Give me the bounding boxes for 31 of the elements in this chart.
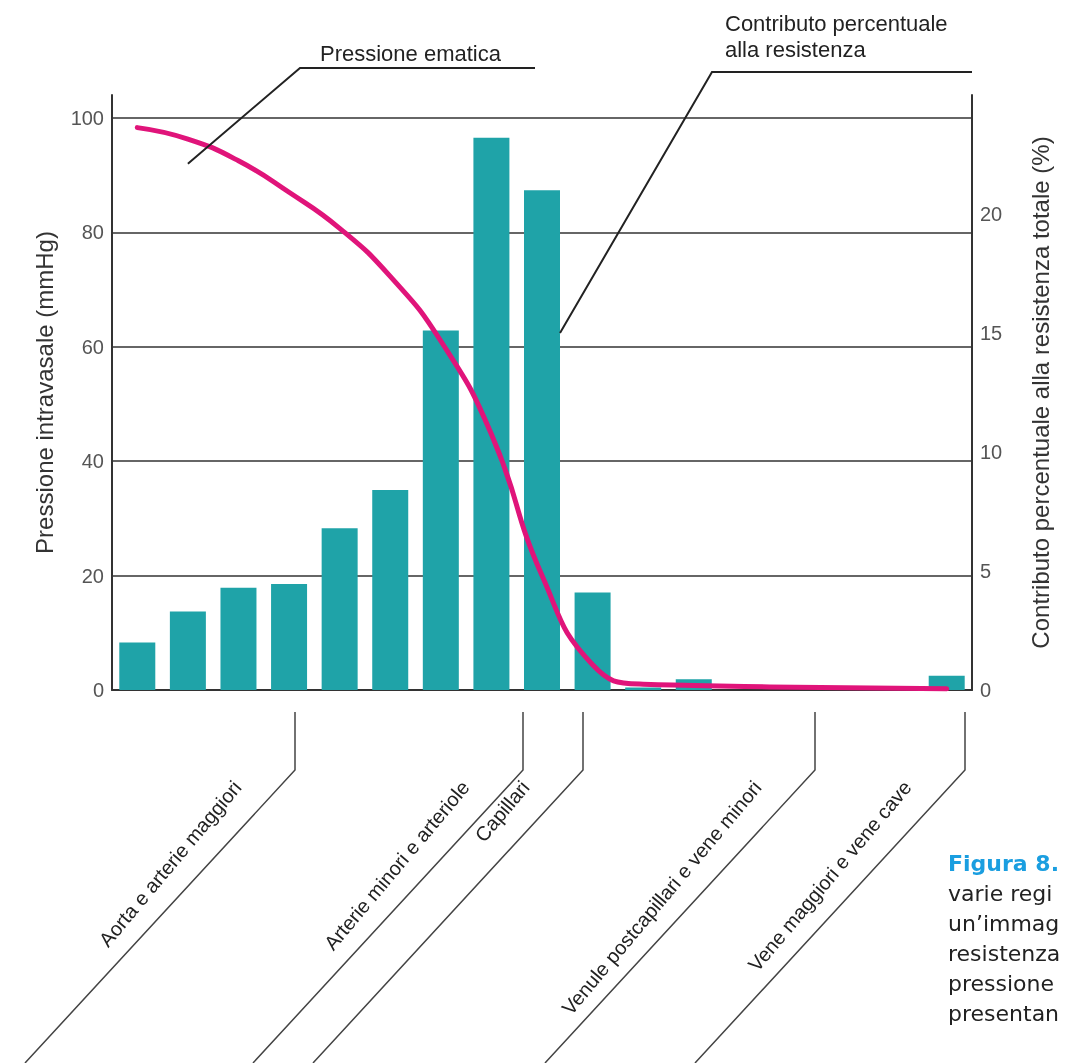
text: presentan — [948, 1000, 1060, 1026]
y2-tick-label: 5 — [980, 560, 992, 582]
bar — [271, 584, 308, 690]
bar — [220, 587, 257, 690]
y-tick-label: 60 — [81, 335, 104, 358]
y2-tick-label: 20 — [980, 203, 1003, 225]
bar — [524, 190, 560, 690]
text: Pressione ematica — [320, 40, 502, 66]
text: un’immag — [948, 910, 1060, 936]
text: pressione — [948, 970, 1055, 996]
y2-tick-label: 0 — [980, 679, 992, 701]
text: Figura 8. — [948, 850, 1059, 876]
text: Contributo percentuale alla resistenza — [725, 10, 954, 62]
bar — [372, 490, 409, 690]
y-tick-label: 40 — [81, 450, 104, 473]
bar — [321, 528, 358, 690]
bar — [169, 611, 206, 690]
y2-tick-label: 15 — [980, 322, 1003, 344]
text: varie regi — [948, 880, 1053, 906]
bar — [574, 592, 611, 690]
y-tick-label: 20 — [81, 564, 104, 587]
y-tick-label: 100 — [70, 106, 104, 129]
bar — [473, 137, 510, 690]
y2-axis-title: Contributo percentuale alla resistenza totale (%) — [1026, 136, 1054, 649]
y-tick-label: 0 — [92, 679, 104, 701]
y-axis-title: Pressione intravasale (mmHg) — [30, 231, 58, 554]
bar — [119, 642, 156, 690]
bar — [422, 330, 459, 690]
text: resistenza — [948, 940, 1061, 966]
y2-tick-label: 10 — [980, 441, 1003, 463]
y-tick-label: 80 — [81, 221, 104, 244]
